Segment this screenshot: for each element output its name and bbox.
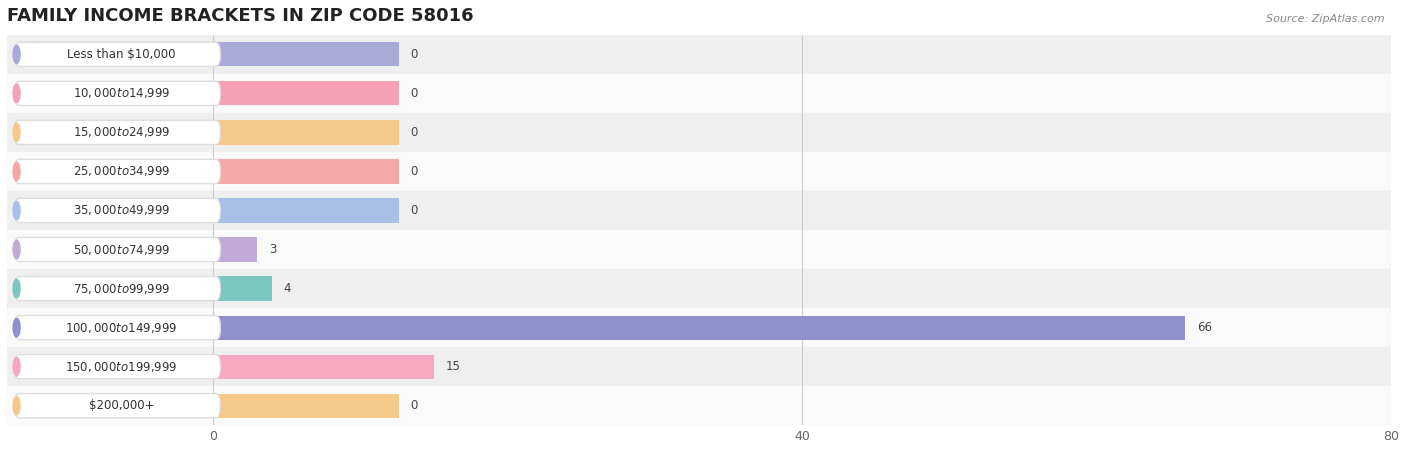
- Bar: [7, 74, 1391, 113]
- Bar: [214, 198, 399, 223]
- Text: 4: 4: [284, 282, 291, 295]
- FancyBboxPatch shape: [14, 120, 221, 144]
- Text: $100,000 to $149,999: $100,000 to $149,999: [65, 320, 177, 335]
- Circle shape: [13, 240, 20, 259]
- Text: 0: 0: [411, 165, 418, 178]
- Text: 3: 3: [269, 243, 277, 256]
- Bar: [214, 276, 271, 301]
- FancyBboxPatch shape: [14, 81, 221, 105]
- Bar: [214, 238, 257, 261]
- FancyBboxPatch shape: [14, 315, 221, 340]
- Circle shape: [13, 45, 20, 63]
- Bar: [214, 315, 1185, 340]
- FancyBboxPatch shape: [14, 42, 221, 67]
- Text: FAMILY INCOME BRACKETS IN ZIP CODE 58016: FAMILY INCOME BRACKETS IN ZIP CODE 58016: [7, 7, 474, 25]
- FancyBboxPatch shape: [14, 198, 221, 223]
- FancyBboxPatch shape: [14, 355, 221, 379]
- Circle shape: [13, 279, 20, 298]
- Text: $50,000 to $74,999: $50,000 to $74,999: [73, 243, 170, 256]
- Bar: [214, 355, 434, 379]
- Text: Less than $10,000: Less than $10,000: [67, 48, 176, 61]
- Text: 0: 0: [411, 126, 418, 139]
- Bar: [7, 113, 1391, 152]
- Text: $75,000 to $99,999: $75,000 to $99,999: [73, 282, 170, 296]
- Circle shape: [13, 123, 20, 142]
- Bar: [7, 191, 1391, 230]
- Bar: [7, 308, 1391, 347]
- Text: $10,000 to $14,999: $10,000 to $14,999: [73, 86, 170, 100]
- Text: $15,000 to $24,999: $15,000 to $24,999: [73, 126, 170, 140]
- Text: Source: ZipAtlas.com: Source: ZipAtlas.com: [1267, 14, 1385, 23]
- FancyBboxPatch shape: [14, 276, 221, 301]
- Bar: [7, 269, 1391, 308]
- Bar: [214, 120, 399, 144]
- FancyBboxPatch shape: [14, 159, 221, 184]
- Bar: [214, 42, 399, 67]
- Text: 0: 0: [411, 48, 418, 61]
- Text: $35,000 to $49,999: $35,000 to $49,999: [73, 203, 170, 217]
- Text: 66: 66: [1197, 321, 1212, 334]
- Bar: [214, 159, 399, 184]
- FancyBboxPatch shape: [14, 238, 221, 261]
- Circle shape: [13, 319, 20, 337]
- Circle shape: [13, 201, 20, 220]
- Bar: [7, 35, 1391, 74]
- Circle shape: [13, 396, 20, 415]
- Bar: [7, 386, 1391, 425]
- FancyBboxPatch shape: [14, 394, 221, 418]
- Text: $150,000 to $199,999: $150,000 to $199,999: [65, 360, 177, 374]
- Bar: [214, 81, 399, 105]
- Bar: [7, 152, 1391, 191]
- Circle shape: [13, 162, 20, 180]
- Text: $25,000 to $34,999: $25,000 to $34,999: [73, 164, 170, 179]
- Circle shape: [13, 357, 20, 376]
- Bar: [7, 230, 1391, 269]
- Bar: [7, 347, 1391, 386]
- Text: 0: 0: [411, 204, 418, 217]
- Text: 0: 0: [411, 399, 418, 412]
- Text: 0: 0: [411, 87, 418, 100]
- Circle shape: [13, 84, 20, 103]
- Text: $200,000+: $200,000+: [89, 399, 155, 412]
- Text: 15: 15: [446, 360, 461, 373]
- Bar: [214, 394, 399, 418]
